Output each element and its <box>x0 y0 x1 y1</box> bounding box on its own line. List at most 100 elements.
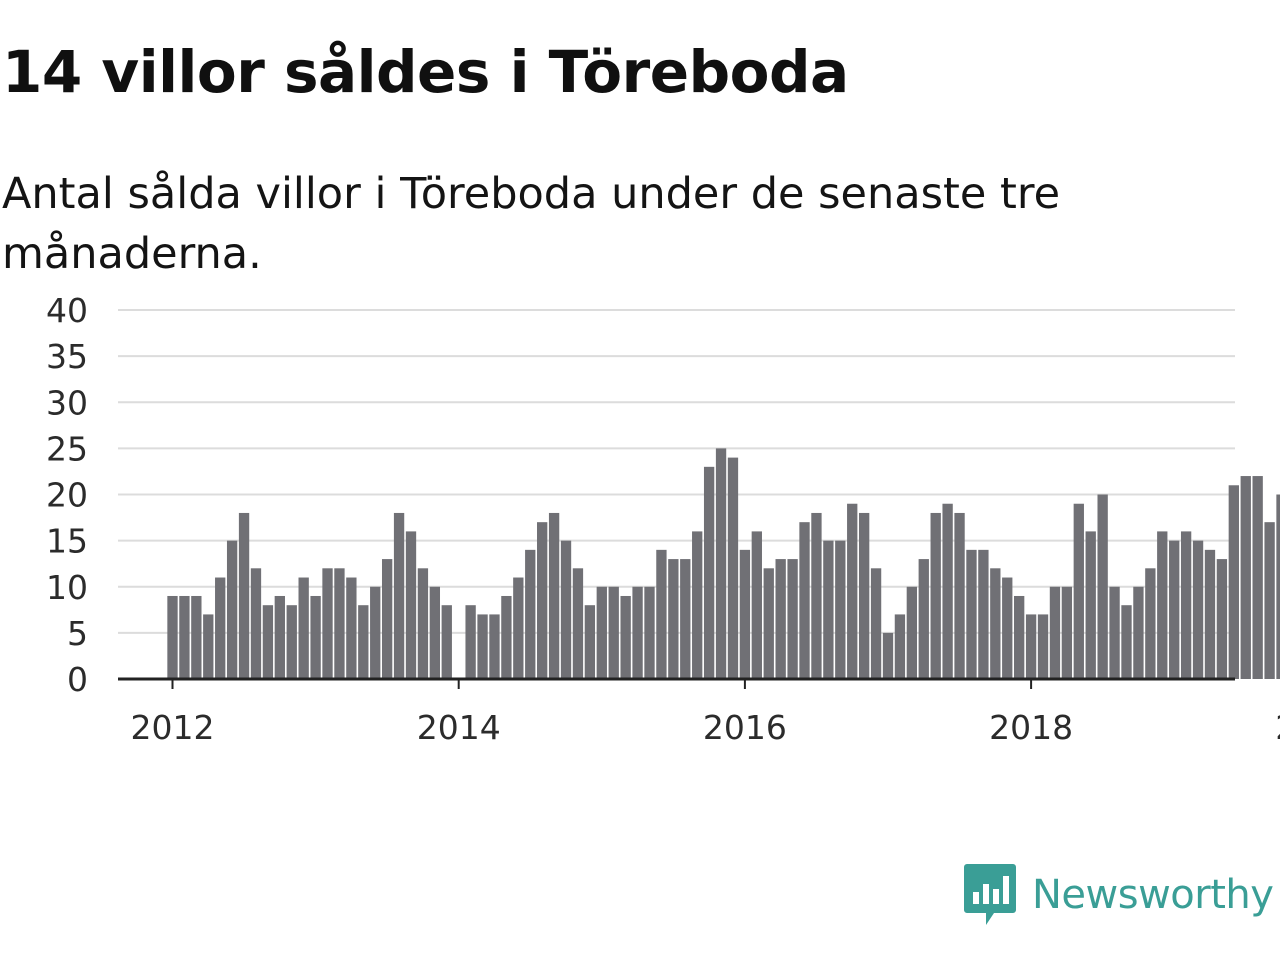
bar <box>572 568 584 679</box>
bar <box>548 512 560 679</box>
bar <box>441 605 452 679</box>
bar <box>537 522 548 679</box>
bar <box>286 605 297 679</box>
bar <box>1049 586 1061 679</box>
bar <box>1121 605 1132 679</box>
bar <box>775 559 786 679</box>
bar <box>274 595 285 679</box>
bar <box>489 614 500 679</box>
bar <box>346 577 357 679</box>
bar <box>1109 586 1120 679</box>
bar <box>215 577 226 679</box>
bar <box>1133 586 1144 679</box>
y-tick-label: 15 <box>46 522 88 561</box>
bar <box>692 531 703 679</box>
bar <box>262 605 274 679</box>
bar <box>381 559 393 679</box>
bar <box>226 540 238 680</box>
bar <box>894 614 906 679</box>
bar <box>584 605 596 679</box>
x-tick-label: 2018 <box>989 708 1073 747</box>
bar <box>1276 494 1280 679</box>
bar <box>370 586 381 679</box>
bar <box>823 540 834 680</box>
bar <box>1169 540 1180 680</box>
bar <box>1216 559 1228 679</box>
bar <box>608 586 619 679</box>
bar <box>429 586 441 679</box>
bar <box>1002 577 1013 679</box>
bar <box>167 595 178 679</box>
bar <box>835 540 846 680</box>
newsworthy-logo: Newsworthy <box>964 864 1274 926</box>
bar <box>298 577 309 679</box>
y-tick-label: 5 <box>67 614 88 653</box>
bar <box>465 605 476 679</box>
bar <box>763 568 774 679</box>
bar <box>238 512 250 679</box>
newsworthy-logo-icon <box>964 864 1016 925</box>
bar <box>787 559 798 679</box>
bar <box>1037 614 1049 679</box>
bar <box>1157 531 1168 679</box>
bar <box>978 549 989 679</box>
bar <box>310 595 321 679</box>
bar <box>799 522 810 679</box>
y-tick-label: 30 <box>46 383 88 422</box>
x-tick-label: 2012 <box>131 708 215 747</box>
bar <box>1180 531 1192 679</box>
bar <box>954 512 965 679</box>
y-tick-label: 40 <box>46 291 88 330</box>
x-tick-label: 2020 <box>1275 708 1280 747</box>
bar <box>1061 586 1073 679</box>
bar <box>918 559 929 679</box>
bar <box>250 568 262 679</box>
bar <box>179 595 190 679</box>
bar <box>1192 540 1204 680</box>
bar <box>1240 476 1251 679</box>
y-axis-ticks: 0 5 10 15 20 25 30 35 40 <box>46 291 88 699</box>
bar <box>751 531 762 679</box>
bar <box>334 568 345 679</box>
bar <box>525 549 536 679</box>
bar <box>203 614 214 679</box>
y-tick-label: 35 <box>46 337 88 376</box>
bar <box>1097 494 1108 679</box>
bar <box>1085 531 1096 679</box>
bar <box>620 595 631 679</box>
bar <box>715 448 727 680</box>
bar <box>906 586 918 679</box>
bar <box>990 568 1001 679</box>
bar <box>1145 568 1156 679</box>
bar <box>858 512 870 679</box>
bar <box>644 586 655 679</box>
bar <box>1264 522 1275 679</box>
bar <box>322 568 333 679</box>
brand-name: Newsworthy <box>1032 872 1274 918</box>
y-tick-label: 10 <box>46 568 88 607</box>
y-tick-label: 0 <box>67 660 88 699</box>
bar <box>560 540 572 680</box>
bar <box>870 568 882 679</box>
bar <box>358 605 369 679</box>
chart-title: 14 villor såldes i Töreboda <box>2 38 849 106</box>
bar <box>1025 614 1037 679</box>
bar <box>405 531 417 679</box>
bar <box>966 549 977 679</box>
y-tick-label: 20 <box>46 476 88 515</box>
bar <box>596 586 607 679</box>
bar <box>393 512 405 679</box>
bar <box>417 568 429 679</box>
bar <box>513 577 524 679</box>
bar <box>882 632 894 680</box>
bar <box>477 614 488 679</box>
bar <box>739 549 751 679</box>
bars <box>167 448 1280 680</box>
bar <box>811 512 822 679</box>
bar <box>727 457 739 679</box>
bar <box>1073 503 1084 679</box>
bar <box>1014 595 1025 679</box>
bar <box>942 503 953 679</box>
x-axis-ticks: 20122014201620182020202220242026 <box>131 679 1280 747</box>
